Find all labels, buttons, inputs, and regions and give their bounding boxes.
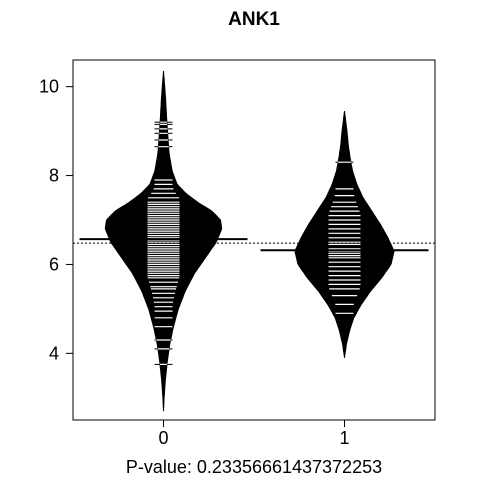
bean-group-1 [260,111,429,358]
y-tick-label-10: 10 [39,77,59,97]
x-tick-label-1: 1 [339,428,349,448]
y-tick-label-6: 6 [49,254,59,274]
x-tick-label-0: 0 [158,428,168,448]
bean-group-layer [79,71,429,412]
bean-group-0 [79,71,248,412]
bean-shape-1 [294,111,395,358]
y-axis: 4 6 8 10 [39,77,74,363]
chart-title: ANK1 [228,9,280,30]
y-tick-label-8: 8 [49,166,59,186]
y-tick-label-4: 4 [49,343,59,363]
x-axis-label: P-value: 0.23356661437372253 [126,457,382,477]
bean-shape-0 [104,71,223,412]
